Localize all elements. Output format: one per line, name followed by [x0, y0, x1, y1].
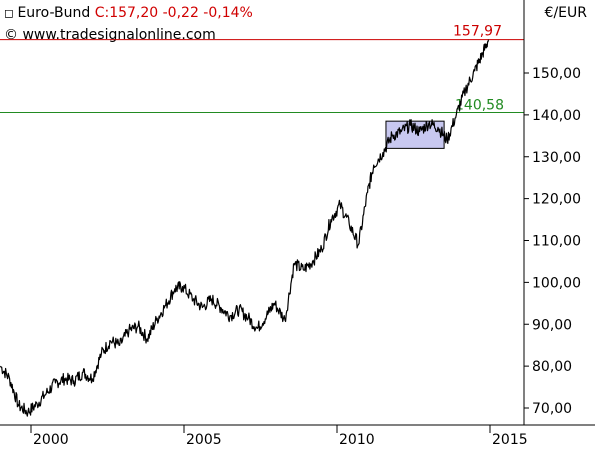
price-series-line — [0, 39, 490, 417]
instrument-name: Euro-Bund — [17, 5, 91, 21]
chart-symbol-icon: ◻ — [4, 6, 14, 20]
close-price-text: C:157,20 -0,22 -0,14% — [94, 5, 253, 21]
level-label: 140,58 — [455, 97, 504, 113]
y-tick-label: 100,00 — [532, 275, 581, 291]
x-tick-label: 2015 — [492, 432, 528, 448]
copyright-line: © www.tradesignalonline.com — [4, 27, 216, 43]
y-tick-label: 120,00 — [532, 192, 581, 208]
chart-header: ◻ Euro-Bund C:157,20 -0,22 -0,14% — [4, 5, 253, 21]
y-tick-label: 90,00 — [532, 317, 572, 333]
x-tick-label: 2010 — [339, 432, 375, 448]
y-tick-label: 130,00 — [532, 150, 581, 166]
unit-label: €/EUR — [544, 5, 587, 21]
copyright-text: © www.tradesignalonline.com — [4, 27, 216, 43]
y-tick-label: 70,00 — [532, 401, 572, 417]
y-tick-label: 140,00 — [532, 108, 581, 124]
series-layer — [0, 39, 490, 417]
x-tick-label: 2000 — [33, 432, 69, 448]
level-label: 157,97 — [453, 24, 502, 40]
x-tick-label: 2005 — [186, 432, 222, 448]
y-tick-label: 110,00 — [532, 234, 581, 250]
y-tick-label: 150,00 — [532, 66, 581, 82]
y-tick-label: 80,00 — [532, 359, 572, 375]
horizontal-lines-layer: 157,97 140,58 — [0, 24, 524, 113]
